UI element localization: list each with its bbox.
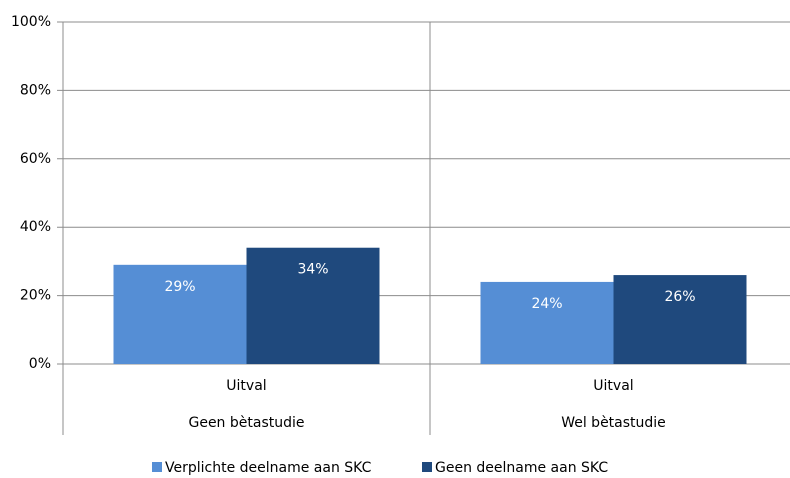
bar [246,247,380,364]
legend-label: Verplichte deelname aan SKC [165,460,372,476]
group-label: Wel bètastudie [561,415,666,431]
y-tick-label: 0% [29,356,51,372]
y-tick-label: 20% [20,288,51,304]
legend-swatch [152,462,162,472]
y-tick-label: 80% [20,82,51,98]
data-label: 29% [164,279,195,295]
legend-swatch [422,462,432,472]
x-tick-label: Uitval [593,378,633,394]
bar [480,281,614,364]
y-tick-label: 40% [20,219,51,235]
y-tick-label: 100% [11,14,51,30]
bar [613,275,747,364]
data-label: 34% [297,262,328,278]
data-label: 26% [664,289,695,305]
y-tick-label: 60% [20,151,51,167]
group-label: Geen bètastudie [188,415,304,431]
legend-label: Geen deelname aan SKC [435,460,608,476]
data-label: 24% [531,296,562,312]
x-tick-label: Uitval [226,378,266,394]
bar [113,264,247,364]
